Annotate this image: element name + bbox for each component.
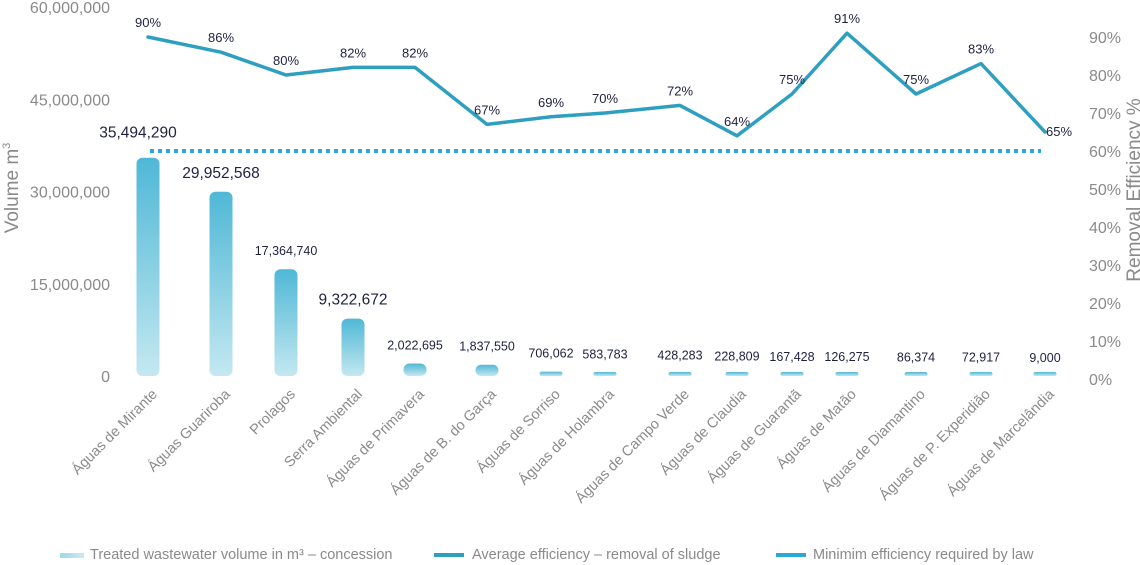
efficiency-point-label: 75% [779, 72, 805, 87]
bar-value-label: 167,428 [769, 350, 814, 364]
bar [539, 371, 563, 376]
right-axis-tick-label: 80% [1089, 68, 1121, 85]
bar-value-label: 428,283 [657, 348, 702, 362]
efficiency-point-label: 70% [592, 91, 618, 106]
efficiency-point-label: 86% [208, 30, 234, 45]
left-axis-tick-label: 60,000,000 [30, 0, 110, 17]
bar-value-label: 583,783 [582, 347, 627, 361]
bar-value-label: 72,917 [962, 351, 1000, 365]
efficiency-point-label: 67% [474, 102, 500, 117]
bar [668, 372, 692, 376]
bar-value-label: 2,022,695 [387, 339, 443, 353]
efficiency-point-label: 83% [968, 42, 994, 57]
efficiency-point-label: 64% [724, 114, 750, 129]
right-axis-tick-label: 0% [1089, 372, 1112, 389]
bar [904, 372, 928, 376]
bar [136, 157, 160, 376]
efficiency-point-label: 72% [667, 83, 693, 98]
bar-value-label: 9,322,672 [319, 292, 388, 309]
bar [725, 372, 749, 376]
efficiency-point-label: 91% [834, 11, 860, 26]
left-axis-tick-label: 45,000,000 [30, 92, 110, 109]
left-axis-title: Volume m3 [1, 143, 23, 234]
right-axis-tick-label: 70% [1089, 106, 1121, 123]
bar [403, 363, 427, 376]
efficiency-point-label: 65% [1046, 124, 1072, 139]
efficiency-point-label: 82% [402, 45, 428, 60]
legend-swatch-volume [60, 553, 84, 558]
legend-swatch-minimum-efficiency [776, 553, 806, 557]
right-axis-tick-label: 90% [1089, 30, 1121, 47]
right-axis-tick-label: 20% [1089, 296, 1121, 313]
bar-value-label: 706,062 [528, 347, 573, 361]
bar-value-label: 228,809 [714, 350, 759, 364]
legend-label-volume: Treated wastewater volume in m³ – conces… [90, 547, 392, 563]
legend-swatch-average-efficiency [434, 553, 464, 557]
left-axis-tick-label: 15,000,000 [30, 277, 110, 294]
bar [209, 191, 233, 376]
efficiency-point-label: 90% [135, 15, 161, 30]
left-axis-tick-label: 30,000,000 [30, 185, 110, 202]
bar-value-label: 29,952,568 [182, 165, 260, 182]
bar-value-label: 35,494,290 [99, 125, 177, 142]
legend-label-average-efficiency: Average efficiency – removal of sludge [472, 547, 721, 563]
left-axis: 0 15,000,000 30,000,000 45,000,000 60,000,00… [30, 0, 110, 386]
category-label: Águas de Guarantã [704, 385, 806, 487]
category-label: Águas de Marcelândia [944, 385, 1059, 500]
bar [969, 372, 993, 376]
right-axis-tick-label: 30% [1089, 258, 1121, 275]
efficiency-point-label: 82% [340, 45, 366, 60]
bar-series: 35,494,290 29,952,568 17,364,740 9,322,672 2… [99, 125, 1061, 376]
efficiency-point-label: 80% [273, 53, 299, 68]
bar [593, 372, 617, 376]
left-axis-title-sup: 3 [1, 143, 13, 149]
category-label: Águas de P. Experidião [876, 386, 994, 504]
legend: Treated wastewater volume in m³ – conces… [60, 547, 1034, 563]
right-axis-tick-label: 10% [1089, 334, 1121, 351]
bar [1033, 372, 1057, 376]
bar-value-label: 126,275 [824, 350, 869, 364]
right-axis-tick-label: 40% [1089, 220, 1121, 237]
efficiency-line [146, 31, 1047, 138]
bar [835, 372, 859, 376]
legend-label-minimum-efficiency: Minimim efficiency required by law [813, 547, 1034, 563]
bar [475, 364, 499, 376]
right-axis-tick-label: 60% [1089, 144, 1121, 161]
bar [780, 372, 804, 376]
bar-value-label: 9,000 [1029, 351, 1060, 365]
left-axis-title-main: Volume m [2, 149, 23, 233]
efficiency-point-label: 75% [903, 72, 929, 87]
right-axis-tick-label: 50% [1089, 182, 1121, 199]
bar-value-label: 86,374 [897, 350, 935, 364]
left-axis-tick-label: 0 [101, 369, 110, 386]
bar [341, 318, 365, 376]
bar-value-label: 1,837,550 [459, 340, 515, 354]
efficiency-point-label: 69% [538, 95, 564, 110]
right-axis-title: Removal Efficiency % [1124, 98, 1140, 281]
category-label: Prolagos [247, 387, 299, 439]
bar-value-label: 17,364,740 [255, 244, 318, 258]
efficiency-line-series: 90% 86% 80% 82% 82% 67% 69% 70% 72% 64% 75% 91% 75% 8… [135, 11, 1072, 139]
right-axis: 0% 10% 20% 30% 40% 50% 60% 70% 80% 90% [1089, 30, 1121, 389]
bar [274, 269, 298, 376]
